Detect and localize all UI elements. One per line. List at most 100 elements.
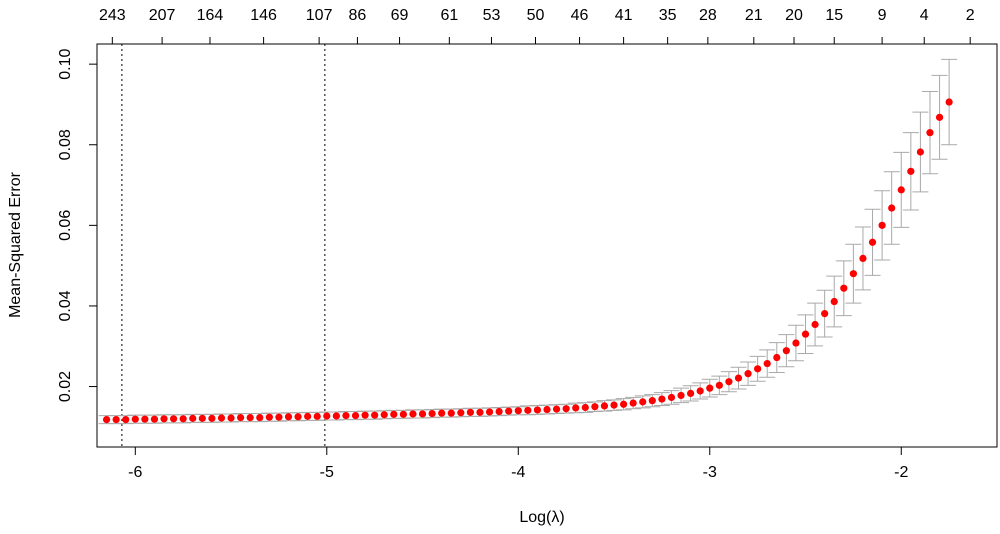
mse-point-33 — [418, 410, 427, 418]
mse-point-25 — [342, 411, 350, 420]
top-tick-label-17: 9 — [878, 7, 887, 24]
mse-point-46 — [543, 405, 551, 414]
mse-point-71 — [782, 347, 790, 355]
mse-point-12 — [217, 414, 226, 422]
y-tick-label-4: 0.10 — [57, 48, 74, 79]
x-tick-label-0: -6 — [128, 464, 142, 481]
mse-point-82 — [888, 204, 896, 212]
mse-point-14 — [237, 413, 245, 422]
mse-point-69 — [763, 359, 771, 368]
mse-point-26 — [351, 411, 360, 420]
mse-point-37 — [457, 409, 465, 417]
top-tick-label-12: 35 — [659, 7, 677, 24]
mse-point-55 — [629, 399, 637, 407]
mse-point-38 — [466, 408, 475, 416]
mse-point-63 — [706, 384, 714, 392]
mse-point-6 — [160, 415, 168, 423]
top-tick-label-8: 53 — [483, 7, 501, 24]
mse-point-30 — [390, 410, 398, 418]
x-tick-label-1: -5 — [320, 464, 334, 481]
x-tick-label-2: -4 — [511, 464, 525, 481]
mse-point-41 — [495, 407, 503, 416]
mse-point-73 — [801, 330, 810, 338]
mse-point-61 — [687, 389, 695, 398]
mse-point-42 — [505, 407, 513, 415]
mse-point-65 — [725, 378, 733, 386]
mse-point-0 — [102, 415, 111, 424]
mse-point-83 — [897, 186, 905, 194]
mse-point-72 — [792, 339, 800, 347]
x-tick-label-4: -2 — [894, 464, 908, 481]
mse-point-17 — [265, 413, 273, 421]
mse-point-51 — [591, 403, 599, 411]
top-tick-label-6: 69 — [391, 7, 409, 24]
mse-point-70 — [773, 353, 781, 362]
mse-point-40 — [485, 408, 494, 416]
mse-point-3 — [131, 415, 139, 423]
mse-point-27 — [361, 411, 369, 419]
top-tick-label-1: 207 — [149, 7, 176, 24]
top-tick-label-18: 4 — [920, 7, 929, 24]
mse-point-81 — [878, 221, 886, 229]
mse-point-64 — [715, 381, 723, 389]
mse-point-48 — [562, 405, 570, 413]
mse-points — [102, 98, 953, 424]
mse-point-59 — [667, 393, 676, 402]
x-axis: -6 -5 -4 -3 -2 — [128, 447, 908, 481]
mse-point-50 — [581, 403, 589, 412]
plot-frame — [96, 43, 998, 448]
mse-point-35 — [438, 409, 446, 417]
mse-point-18 — [275, 413, 283, 421]
mse-point-24 — [332, 412, 340, 420]
mse-point-76 — [830, 297, 838, 306]
y-axis-label: Mean-Squared Error — [7, 171, 24, 318]
mse-point-58 — [658, 395, 666, 403]
mse-point-74 — [811, 320, 819, 329]
mse-point-32 — [409, 410, 417, 418]
mse-point-79 — [859, 254, 867, 262]
mse-point-54 — [619, 400, 628, 408]
mse-point-15 — [246, 413, 254, 422]
top-tick-label-9: 50 — [527, 7, 545, 24]
mse-point-8 — [179, 415, 187, 423]
mse-point-21 — [304, 412, 312, 420]
mse-point-20 — [294, 413, 302, 421]
top-tick-label-3: 146 — [250, 7, 277, 24]
mse-point-52 — [600, 402, 609, 410]
mse-point-23 — [323, 412, 331, 420]
mse-point-47 — [552, 405, 561, 413]
mse-point-78 — [849, 270, 857, 278]
mse-point-4 — [141, 415, 149, 423]
top-tick-label-14: 21 — [745, 7, 763, 24]
mse-point-31 — [399, 410, 407, 418]
error-bars — [98, 58, 958, 425]
mse-point-88 — [945, 98, 953, 106]
reference-lines — [121, 44, 326, 447]
mse-point-10 — [198, 414, 206, 422]
y-tick-label-1: 0.04 — [57, 290, 74, 321]
top-tick-label-15: 20 — [785, 7, 803, 24]
y-tick-label-2: 0.06 — [57, 210, 74, 241]
mse-point-39 — [476, 408, 484, 416]
mse-point-60 — [677, 391, 685, 400]
y-tick-label-3: 0.08 — [57, 129, 74, 160]
top-tick-label-0: 243 — [99, 7, 126, 24]
x-axis-label: Log(λ) — [519, 509, 564, 526]
mse-point-43 — [514, 407, 522, 415]
mse-point-67 — [744, 370, 752, 378]
mse-point-11 — [208, 414, 216, 422]
top-tick-label-13: 28 — [699, 7, 717, 24]
mse-point-66 — [734, 374, 743, 382]
top-tick-label-4: 107 — [306, 7, 333, 24]
mse-point-87 — [935, 113, 944, 121]
mse-point-62 — [696, 387, 704, 395]
top-tick-label-11: 41 — [615, 7, 633, 24]
mse-point-56 — [639, 398, 647, 406]
mse-point-1 — [112, 415, 120, 424]
mse-point-49 — [572, 404, 580, 412]
mse-point-68 — [754, 365, 762, 373]
mse-point-19 — [284, 413, 293, 421]
mse-point-80 — [868, 238, 877, 246]
mse-point-75 — [821, 310, 829, 318]
mse-point-45 — [533, 406, 542, 414]
